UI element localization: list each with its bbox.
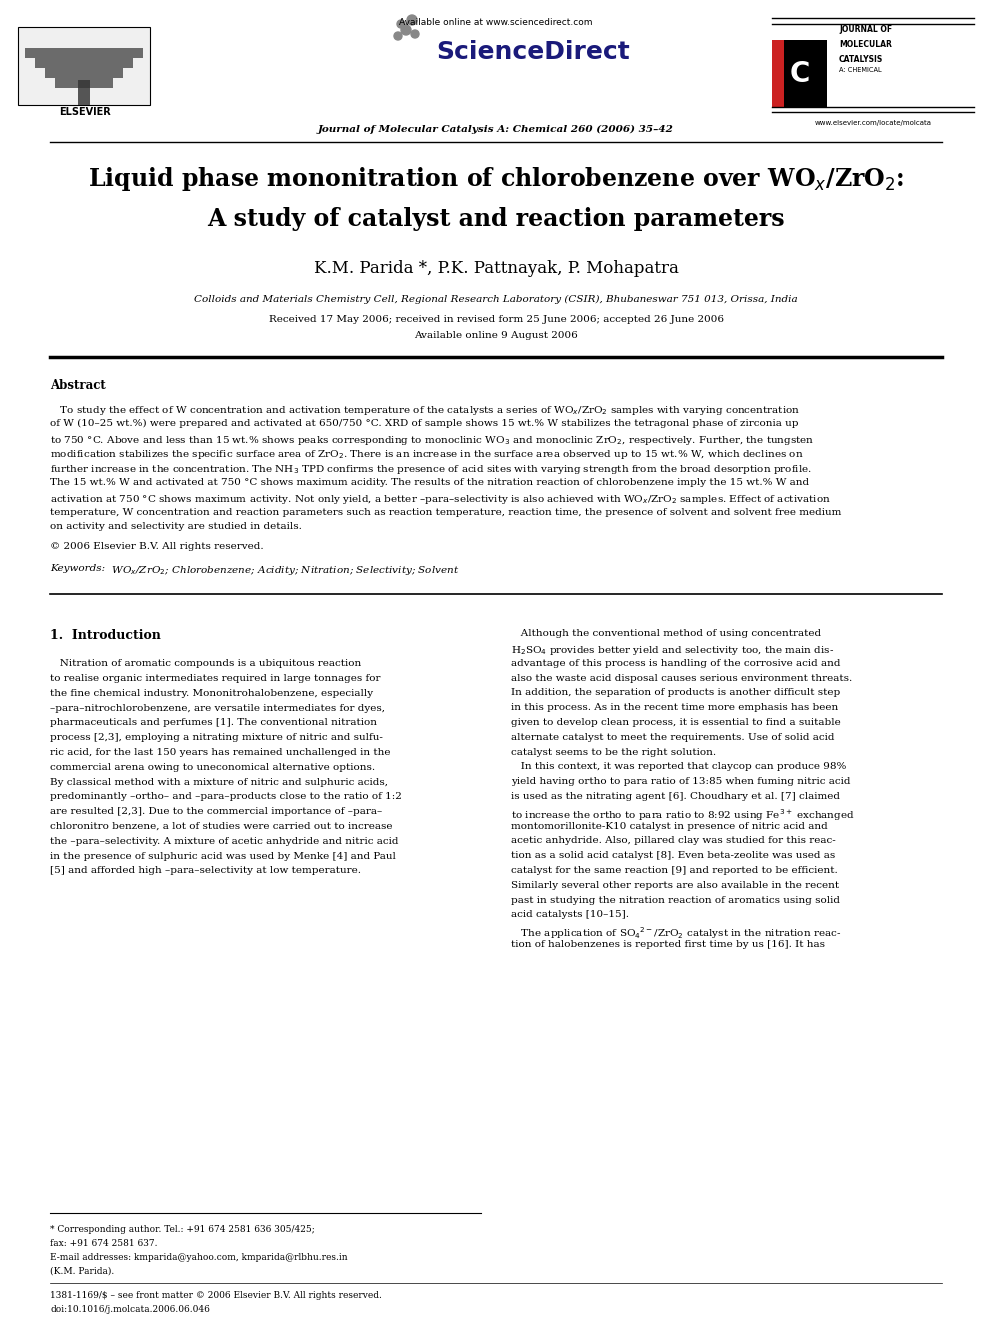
Text: activation at 750 °C shows maximum activity. Not only yield, a better –para–sele: activation at 750 °C shows maximum activ… (50, 492, 830, 505)
Text: process [2,3], employing a nitrating mixture of nitric and sulfu-: process [2,3], employing a nitrating mix… (50, 733, 383, 742)
Circle shape (394, 32, 402, 40)
Text: acid catalysts [10–15].: acid catalysts [10–15]. (511, 910, 629, 919)
Text: in this process. As in the recent time more emphasis has been: in this process. As in the recent time m… (511, 704, 838, 712)
Text: also the waste acid disposal causes serious environment threats.: also the waste acid disposal causes seri… (511, 673, 852, 683)
Text: A study of catalyst and reaction parameters: A study of catalyst and reaction paramet… (207, 206, 785, 232)
Bar (772, 40, 827, 108)
Text: are resulted [2,3]. Due to the commercial importance of –para–: are resulted [2,3]. Due to the commercia… (50, 807, 382, 816)
Text: C: C (790, 60, 809, 89)
Circle shape (411, 30, 419, 38)
Text: temperature, W concentration and reaction parameters such as reaction temperatur: temperature, W concentration and reactio… (50, 508, 841, 516)
Text: given to develop clean process, it is essential to find a suitable: given to develop clean process, it is es… (511, 718, 841, 728)
Text: pharmaceuticals and perfumes [1]. The conventional nitration: pharmaceuticals and perfumes [1]. The co… (50, 718, 377, 728)
Text: Journal of Molecular Catalysis A: Chemical 260 (2006) 35–42: Journal of Molecular Catalysis A: Chemic… (318, 124, 674, 134)
Text: The 15 wt.% W and activated at 750 °C shows maximum acidity. The results of the : The 15 wt.% W and activated at 750 °C sh… (50, 478, 809, 487)
Text: In addition, the separation of products is another difficult step: In addition, the separation of products … (511, 688, 840, 697)
Text: chloronitro benzene, a lot of studies were carried out to increase: chloronitro benzene, a lot of studies we… (50, 822, 393, 831)
Text: CATALYSIS: CATALYSIS (839, 56, 883, 64)
Text: K.M. Parida *, P.K. Pattnayak, P. Mohapatra: K.M. Parida *, P.K. Pattnayak, P. Mohapa… (313, 261, 679, 277)
Text: tion of halobenzenes is reported first time by us [16]. It has: tion of halobenzenes is reported first t… (511, 941, 825, 949)
Text: Keywords:: Keywords: (50, 564, 105, 573)
Text: Available online 9 August 2006: Available online 9 August 2006 (414, 331, 578, 340)
Text: tion as a solid acid catalyst [8]. Even beta-zeolite was used as: tion as a solid acid catalyst [8]. Even … (511, 851, 835, 860)
Text: catalyst for the same reaction [9] and reported to be efficient.: catalyst for the same reaction [9] and r… (511, 867, 838, 875)
Text: * Corresponding author. Tel.: +91 674 2581 636 305/425;: * Corresponding author. Tel.: +91 674 25… (50, 1225, 314, 1234)
Text: of W (10–25 wt.%) were prepared and activated at 650/750 °C. XRD of sample shows: of W (10–25 wt.%) were prepared and acti… (50, 419, 799, 427)
Circle shape (401, 25, 411, 34)
Text: MOLECULAR: MOLECULAR (839, 40, 892, 49)
Text: is used as the nitrating agent [6]. Choudhary et al. [7] claimed: is used as the nitrating agent [6]. Chou… (511, 792, 840, 800)
Text: To study the effect of W concentration and activation temperature of the catalys: To study the effect of W concentration a… (50, 404, 801, 417)
Text: ELSEVIER: ELSEVIER (60, 107, 111, 116)
Text: © 2006 Elsevier B.V. All rights reserved.: © 2006 Elsevier B.V. All rights reserved… (50, 542, 264, 552)
Text: commercial arena owing to uneconomical alternative options.: commercial arena owing to uneconomical a… (50, 763, 375, 771)
Text: catalyst seems to be the right solution.: catalyst seems to be the right solution. (511, 747, 716, 757)
Text: fax: +91 674 2581 637.: fax: +91 674 2581 637. (50, 1240, 158, 1248)
Text: 1.  Introduction: 1. Introduction (50, 630, 161, 642)
Circle shape (397, 20, 405, 28)
Text: ric acid, for the last 150 years has remained unchallenged in the: ric acid, for the last 150 years has rem… (50, 747, 391, 757)
Text: the fine chemical industry. Mononitrohalobenzene, especially: the fine chemical industry. Mononitrohal… (50, 689, 373, 697)
Text: Available online at www.sciencedirect.com: Available online at www.sciencedirect.co… (399, 19, 593, 26)
Text: the –para–selectivity. A mixture of acetic anhydride and nitric acid: the –para–selectivity. A mixture of acet… (50, 837, 399, 845)
Text: acetic anhydride. Also, pillared clay was studied for this reac-: acetic anhydride. Also, pillared clay wa… (511, 836, 835, 845)
Text: ScienceDirect: ScienceDirect (436, 40, 630, 64)
Text: to realise organic intermediates required in large tonnages for: to realise organic intermediates require… (50, 673, 381, 683)
Text: Similarly several other reports are also available in the recent: Similarly several other reports are also… (511, 881, 839, 890)
Text: past in studying the nitration reaction of aromatics using solid: past in studying the nitration reaction … (511, 896, 840, 905)
Bar (25, 48, 143, 58)
Text: Although the conventional method of using concentrated: Although the conventional method of usin… (511, 630, 821, 638)
Text: The application of SO$_4$$^{2-}$/ZrO$_2$ catalyst in the nitration reac-: The application of SO$_4$$^{2-}$/ZrO$_2$… (511, 925, 841, 941)
Text: In this context, it was reported that claycop can produce 98%: In this context, it was reported that cl… (511, 762, 846, 771)
Bar (18, 26, 150, 105)
Text: to 750 °C. Above and less than 15 wt.% shows peaks corresponding to monoclinic W: to 750 °C. Above and less than 15 wt.% s… (50, 434, 814, 447)
Text: WO$_x$/ZrO$_2$; Chlorobenzene; Acidity; Nitration; Selectivity; Solvent: WO$_x$/ZrO$_2$; Chlorobenzene; Acidity; … (105, 564, 459, 577)
Text: modification stabilizes the specific surface area of ZrO$_2$. There is an increa: modification stabilizes the specific sur… (50, 448, 804, 462)
Text: Nitration of aromatic compounds is a ubiquitous reaction: Nitration of aromatic compounds is a ubi… (50, 659, 361, 668)
Text: Abstract: Abstract (50, 378, 106, 392)
Text: to increase the ortho to para ratio to 8:92 using Fe$^{3+}$ exchanged: to increase the ortho to para ratio to 8… (511, 807, 855, 823)
Bar (772, 40, 784, 108)
Text: (K.M. Parida).: (K.M. Parida). (50, 1267, 114, 1275)
Text: on activity and selectivity are studied in details.: on activity and selectivity are studied … (50, 523, 302, 532)
Text: montomorillonite-K10 catalyst in presence of nitric acid and: montomorillonite-K10 catalyst in presenc… (511, 822, 827, 831)
Text: JOURNAL OF: JOURNAL OF (839, 25, 892, 34)
Text: doi:10.1016/j.molcata.2006.06.046: doi:10.1016/j.molcata.2006.06.046 (50, 1304, 210, 1314)
Bar (78, 79, 90, 105)
Text: yield having ortho to para ratio of 13:85 when fuming nitric acid: yield having ortho to para ratio of 13:8… (511, 777, 850, 786)
Bar (45, 67, 123, 78)
Text: By classical method with a mixture of nitric and sulphuric acids,: By classical method with a mixture of ni… (50, 778, 388, 787)
Text: Liquid phase mononitration of chlorobenzene over WO$_x$/ZrO$_2$:: Liquid phase mononitration of chlorobenz… (88, 165, 904, 193)
Text: –para–nitrochlorobenzene, are versatile intermediates for dyes,: –para–nitrochlorobenzene, are versatile … (50, 704, 385, 713)
Text: further increase in the concentration. The NH$_3$ TPD confirms the presence of a: further increase in the concentration. T… (50, 463, 811, 476)
Text: H$_2$SO$_4$ provides better yield and selectivity too, the main dis-: H$_2$SO$_4$ provides better yield and se… (511, 644, 834, 658)
Bar (55, 78, 113, 89)
Text: Colloids and Materials Chemistry Cell, Regional Research Laboratory (CSIR), Bhub: Colloids and Materials Chemistry Cell, R… (194, 295, 798, 304)
Text: advantage of this process is handling of the corrosive acid and: advantage of this process is handling of… (511, 659, 840, 668)
Text: in the presence of sulphuric acid was used by Menke [4] and Paul: in the presence of sulphuric acid was us… (50, 852, 396, 860)
Text: A: CHEMICAL: A: CHEMICAL (839, 67, 882, 73)
Circle shape (407, 15, 417, 25)
Text: predominantly –ortho– and –para–products close to the ratio of 1:2: predominantly –ortho– and –para–products… (50, 792, 402, 802)
Bar (35, 58, 133, 67)
Text: alternate catalyst to meet the requirements. Use of solid acid: alternate catalyst to meet the requireme… (511, 733, 834, 742)
Text: [5] and afforded high –para–selectivity at low temperature.: [5] and afforded high –para–selectivity … (50, 867, 361, 876)
Text: 1381-1169/$ – see front matter © 2006 Elsevier B.V. All rights reserved.: 1381-1169/$ – see front matter © 2006 El… (50, 1291, 382, 1301)
Text: Received 17 May 2006; received in revised form 25 June 2006; accepted 26 June 20: Received 17 May 2006; received in revise… (269, 315, 723, 324)
Text: www.elsevier.com/locate/molcata: www.elsevier.com/locate/molcata (814, 120, 931, 126)
Text: E-mail addresses: kmparida@yahoo.com, kmparida@rlbhu.res.in: E-mail addresses: kmparida@yahoo.com, km… (50, 1253, 347, 1262)
